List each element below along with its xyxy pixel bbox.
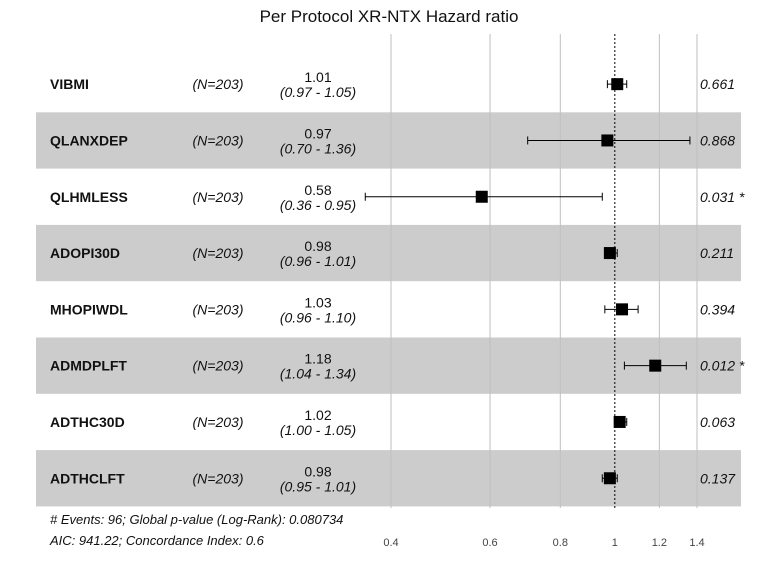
ci-label: (0.96 - 1.01): [280, 253, 356, 269]
hr-label: 1.18: [304, 351, 331, 367]
variable-label: ADOPI30D: [50, 245, 120, 261]
n-label: (N=203): [193, 245, 244, 261]
ci-label: (0.36 - 0.95): [280, 197, 356, 213]
ci-label: (0.97 - 1.05): [280, 84, 356, 100]
x-tick-label: 0.8: [553, 537, 568, 549]
row-band: [36, 224, 741, 282]
gridlines: [390, 34, 698, 508]
footer-aic: AIC: 941.22; Concordance Index: 0.6: [49, 533, 265, 548]
p-value-label: 0.868: [700, 132, 735, 148]
variable-label: QLANXDEP: [50, 132, 128, 148]
hr-label: 1.02: [304, 407, 331, 423]
variable-label: ADTHCLFT: [50, 470, 125, 486]
x-tick-label: 1.4: [689, 537, 704, 549]
variable-label: MHOPIWDL: [50, 301, 128, 317]
hr-label: 0.97: [304, 125, 331, 141]
estimate-marks: [364, 78, 691, 485]
hazard-ratio-marker: [603, 247, 616, 260]
n-label: (N=203): [193, 189, 244, 205]
hazard-ratio-marker: [603, 472, 616, 485]
hr-label: 1.01: [304, 69, 331, 85]
ci-label: (0.70 - 1.36): [280, 140, 356, 156]
hazard-ratio-marker: [611, 78, 624, 91]
p-value-label: 0.012 *: [700, 358, 745, 374]
n-label: (N=203): [193, 132, 244, 148]
p-value-label: 0.137: [700, 470, 736, 486]
hazard-ratio-marker: [475, 190, 488, 203]
hr-label: 0.98: [304, 238, 331, 254]
variable-label: QLHMLESS: [50, 189, 128, 205]
row-labels: VIBMI (N=203) 1.01(0.97 - 1.05) 0.661 QLANXD…: [50, 69, 745, 494]
footer-events: # Events: 96; Global p-value (Log-Rank):…: [50, 512, 343, 527]
p-value-label: 0.394: [700, 301, 735, 317]
hazard-ratio-marker: [601, 134, 614, 147]
chart-title: Per Protocol XR-NTX Hazard ratio: [260, 7, 519, 26]
x-tick-label: 0.4: [383, 537, 398, 549]
hr-label: 0.98: [304, 463, 331, 479]
ci-label: (1.04 - 1.34): [280, 366, 356, 382]
p-value-label: 0.031 *: [700, 189, 745, 205]
n-label: (N=203): [193, 76, 244, 92]
n-label: (N=203): [193, 358, 244, 374]
row-band: [36, 450, 741, 507]
n-label: (N=203): [193, 414, 244, 430]
variable-label: VIBMI: [50, 76, 89, 92]
hr-label: 0.58: [304, 182, 331, 198]
variable-label: ADTHC30D: [50, 414, 125, 430]
x-tick-label: 1.2: [652, 537, 667, 549]
n-label: (N=203): [193, 301, 244, 317]
x-tick-label: 0.6: [482, 537, 497, 549]
row-band: [36, 337, 741, 394]
hazard-ratio-marker: [613, 415, 626, 428]
x-tick-label: 1: [612, 537, 618, 549]
p-value-label: 0.063: [700, 414, 735, 430]
variable-label: ADMDPLFT: [50, 358, 127, 374]
x-axis: 0.4 0.6 0.8 1 1.2 1.4: [383, 537, 704, 549]
ci-label: (0.96 - 1.10): [280, 309, 356, 325]
ci-label: (1.00 - 1.05): [280, 422, 356, 438]
hazard-ratio-marker: [616, 303, 629, 316]
p-value-label: 0.211: [700, 245, 734, 261]
hazard-ratio-marker: [649, 359, 662, 372]
n-label: (N=203): [193, 470, 244, 486]
p-value-label: 0.661: [700, 76, 735, 92]
ci-label: (0.95 - 1.01): [280, 478, 356, 494]
hr-label: 1.03: [304, 294, 331, 310]
